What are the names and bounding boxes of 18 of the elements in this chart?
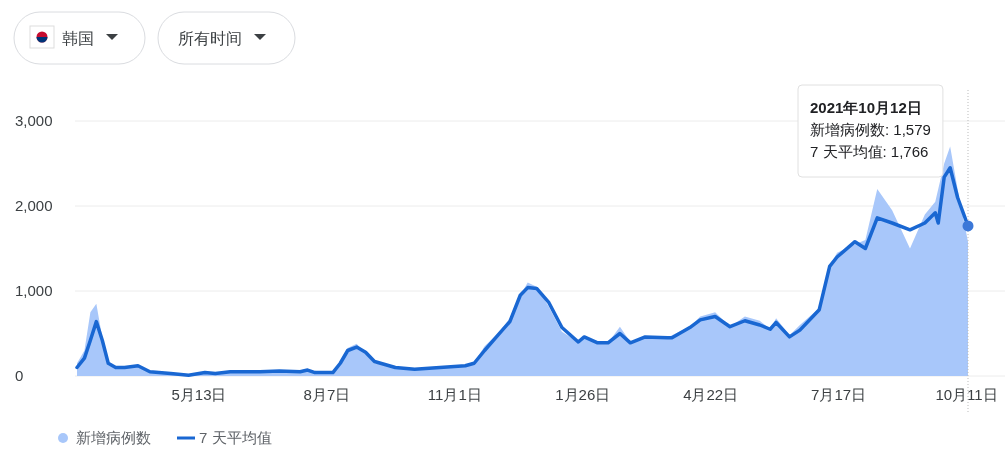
x-tick-label: 4月22日 xyxy=(683,386,739,403)
annotation: 7 天平均值: 1,766 xyxy=(810,143,929,160)
text: 2021年10月12日 xyxy=(810,99,922,116)
x-tick-label: 7月17日 xyxy=(811,386,867,403)
legend-label: 新增病例数 xyxy=(76,429,151,446)
y-tick-label: 0 xyxy=(15,367,24,384)
y-tick-label: 1,000 xyxy=(15,282,53,299)
text: 所有时间 xyxy=(178,30,242,47)
y-tick-label: 3,000 xyxy=(15,112,53,129)
text: 韩国 xyxy=(62,30,94,47)
legend-label: 7 天平均值 xyxy=(199,429,272,446)
annotation: 新增病例数: 1,579 xyxy=(810,121,931,138)
x-tick-label: 5月13日 xyxy=(171,386,227,403)
x-tick-label: 11月1日 xyxy=(427,386,482,403)
x-tick-label: 1月26日 xyxy=(555,386,611,403)
x-tick-label: 8月7日 xyxy=(303,386,351,403)
y-tick-label: 2,000 xyxy=(15,197,53,214)
x-tick-label: 10月11日 xyxy=(935,386,998,403)
